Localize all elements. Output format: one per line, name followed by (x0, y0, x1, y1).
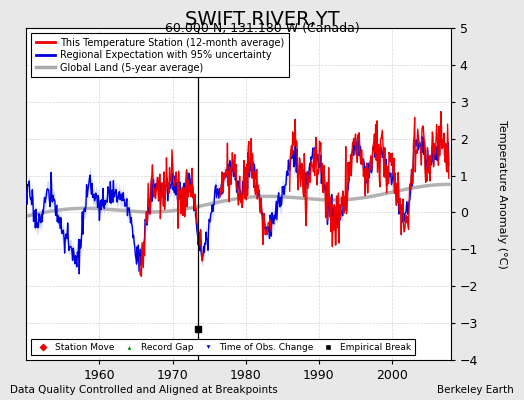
Legend: Station Move, Record Gap, Time of Obs. Change, Empirical Break: Station Move, Record Gap, Time of Obs. C… (31, 339, 414, 356)
Text: SWIFT RIVER,YT: SWIFT RIVER,YT (184, 10, 340, 29)
Y-axis label: Temperature Anomaly (°C): Temperature Anomaly (°C) (497, 120, 507, 268)
Text: Berkeley Earth: Berkeley Earth (437, 385, 514, 395)
Text: 60.000 N, 131.180 W (Canada): 60.000 N, 131.180 W (Canada) (165, 22, 359, 35)
Text: Data Quality Controlled and Aligned at Breakpoints: Data Quality Controlled and Aligned at B… (10, 385, 278, 395)
